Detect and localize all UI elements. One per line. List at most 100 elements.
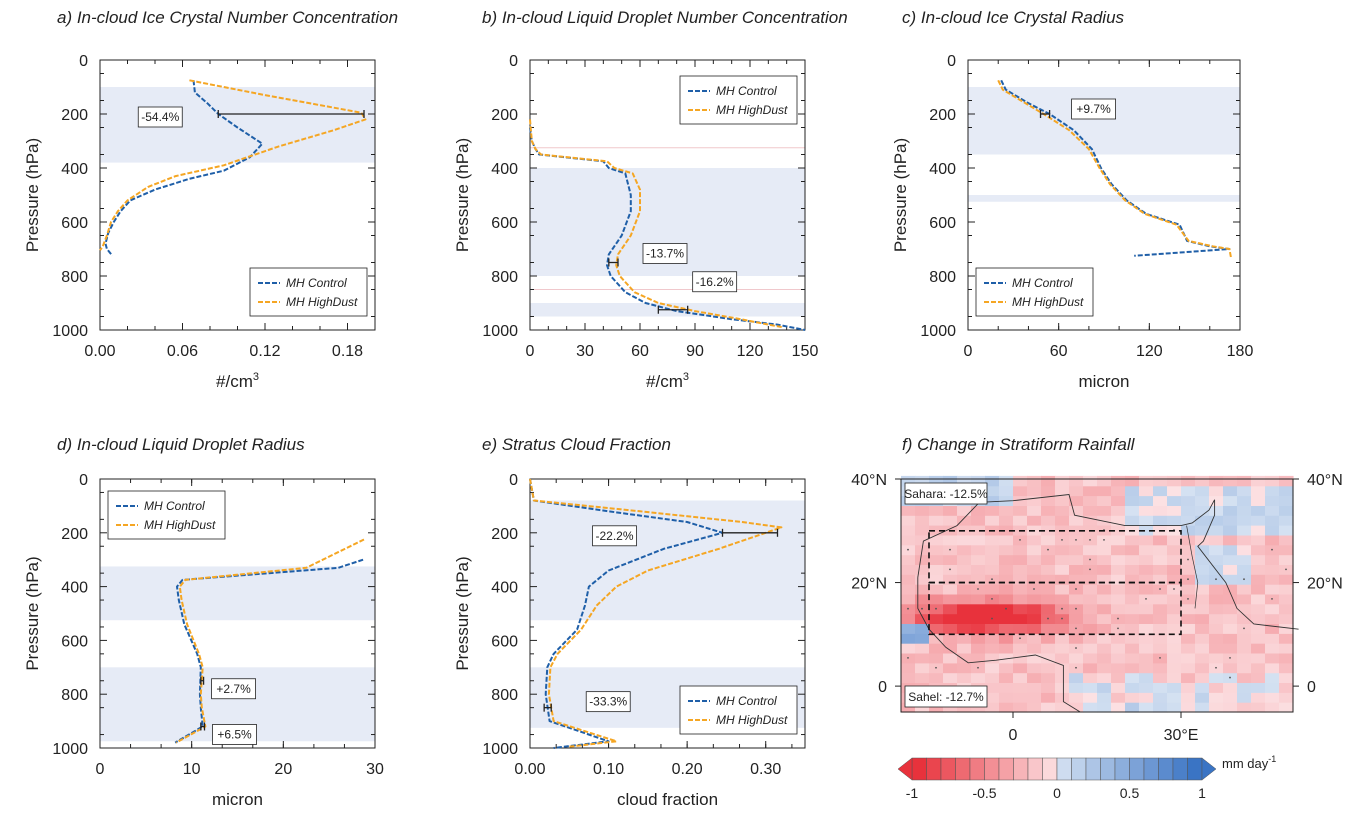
map-cell	[1195, 682, 1210, 693]
map-cell	[1097, 682, 1112, 693]
map-cell	[1153, 682, 1168, 693]
map-cell	[1195, 554, 1210, 565]
x-tick-label: 0.30	[750, 761, 781, 778]
x-tick-label: 0	[96, 761, 105, 778]
map-cell	[1167, 672, 1182, 683]
colorbar-cell	[1013, 757, 1029, 781]
map-cell	[971, 544, 986, 556]
annotation-box	[137, 106, 183, 128]
map-cell	[1223, 485, 1238, 497]
lat-label-left: 0	[878, 679, 887, 696]
map-cell	[985, 495, 1000, 506]
map-cell	[1265, 603, 1280, 615]
panel-e-title: e) Stratus Cloud Fraction	[482, 435, 671, 454]
map-cell	[1223, 702, 1238, 713]
map-cell	[1251, 633, 1266, 644]
map-cell	[1027, 593, 1042, 605]
map-cell	[1027, 613, 1042, 624]
map-cell	[1055, 593, 1070, 605]
map-cell	[929, 505, 944, 516]
map-cell	[901, 554, 916, 565]
significance-dot	[1215, 578, 1217, 581]
map-cell	[1083, 682, 1098, 693]
map-cell	[1055, 672, 1070, 683]
map-cell	[1027, 692, 1042, 703]
x-tick-label: 150	[792, 343, 819, 360]
map-cell	[929, 613, 944, 624]
river	[1186, 525, 1199, 609]
map-cell	[929, 643, 944, 654]
map-cell	[929, 525, 944, 536]
y-tick-label: 200	[929, 107, 956, 124]
plot-frame	[529, 59, 806, 331]
region-label-box	[904, 685, 988, 708]
map-cell	[999, 505, 1014, 516]
map-cell	[1125, 623, 1140, 634]
map-cell	[901, 662, 916, 674]
map-cell	[1251, 495, 1266, 506]
map-cell	[1279, 475, 1294, 487]
annotation-label: -22.2%	[595, 529, 633, 543]
map-cell	[1055, 485, 1070, 497]
significance-dot	[1103, 538, 1105, 541]
map-cell	[1111, 554, 1126, 565]
map-cell	[1195, 495, 1210, 506]
significance-dot	[1243, 578, 1245, 581]
map-cell	[1251, 603, 1266, 615]
region-sahara	[928, 529, 1182, 584]
colorbar-cell	[1129, 757, 1145, 781]
legend-box	[249, 267, 368, 317]
map-cell	[1013, 682, 1028, 693]
legend-label: MH Control	[716, 84, 777, 98]
map-cell	[971, 613, 986, 624]
map-cell	[1111, 495, 1126, 506]
map-cell	[1041, 643, 1056, 654]
map-cell	[929, 584, 944, 595]
map-cell	[1195, 534, 1210, 546]
map-cell	[1139, 505, 1154, 516]
map-cell	[999, 653, 1014, 664]
map-cell	[1083, 613, 1098, 624]
map-cell	[1139, 682, 1154, 693]
map-cell	[1279, 485, 1294, 497]
y-tick-label: 400	[61, 161, 88, 178]
map-cell	[1055, 662, 1070, 674]
map-cell	[1139, 475, 1154, 487]
y-tick-label: 200	[61, 107, 88, 124]
map-cell	[1097, 672, 1112, 683]
map-cell	[1279, 682, 1294, 693]
map-cell	[1097, 554, 1112, 565]
significance-dot	[1271, 597, 1273, 600]
map-cell	[1195, 584, 1210, 595]
map-cell	[1041, 662, 1056, 674]
map-cell	[1139, 584, 1154, 595]
y-tick-label: 800	[491, 687, 518, 704]
map-cell	[1027, 623, 1042, 634]
map-cell	[1251, 643, 1266, 654]
map-cell	[985, 603, 1000, 615]
map-cell	[915, 633, 930, 644]
map-cell	[901, 525, 916, 536]
map-cell	[1279, 515, 1294, 526]
x-axis-label-superscript: 3	[253, 371, 259, 383]
map-cell	[1153, 574, 1168, 585]
map-cell	[1237, 564, 1252, 575]
map-cell	[1209, 475, 1224, 487]
map-cell	[901, 623, 916, 634]
map-cell	[1279, 525, 1294, 536]
map-cell	[1153, 672, 1168, 683]
map-cell	[1055, 544, 1070, 556]
map-cell	[915, 593, 930, 605]
map-cell	[1111, 564, 1126, 575]
y-tick-label: 1000	[482, 323, 518, 340]
map-cell	[971, 623, 986, 634]
map-cell	[1069, 702, 1084, 713]
annotation-label: +9.7%	[1076, 102, 1111, 116]
map-cell	[1279, 574, 1294, 585]
map-cell	[1139, 495, 1154, 506]
map-cell	[971, 574, 986, 585]
map-cell	[1111, 515, 1126, 526]
map-cell	[1251, 672, 1266, 683]
map-cell	[1125, 495, 1140, 506]
map-cell	[929, 623, 944, 634]
